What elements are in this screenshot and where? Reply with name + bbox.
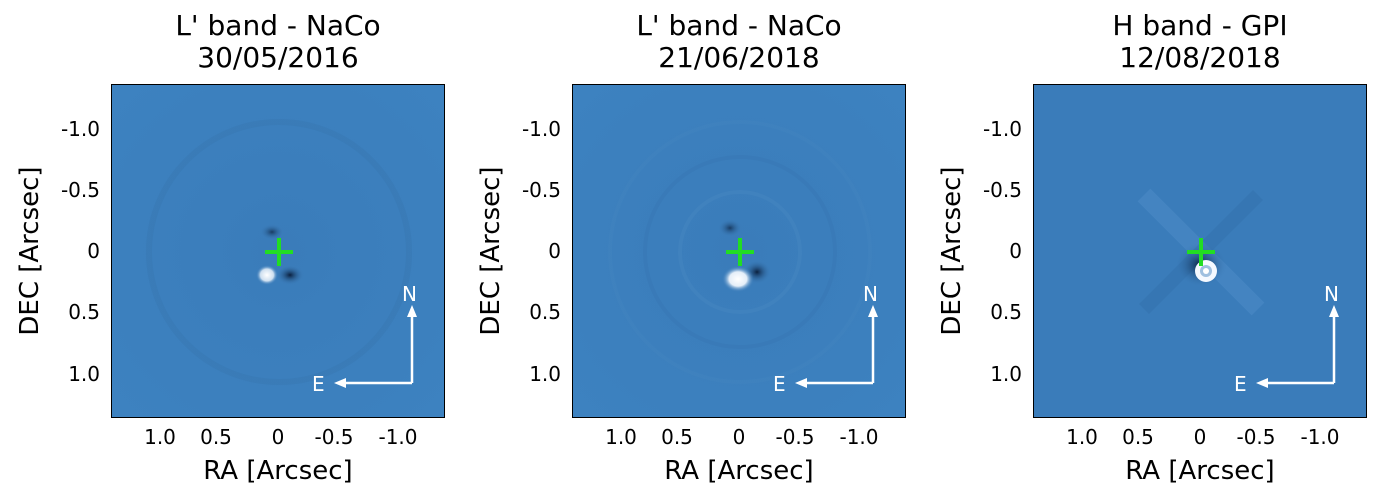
astro-image xyxy=(1034,85,1366,417)
y-tick: 1.0 xyxy=(68,362,100,386)
title-line-2: 12/08/2018 xyxy=(1119,41,1281,74)
x-tick: 0.5 xyxy=(661,425,693,449)
y-tick: -1.0 xyxy=(521,117,561,141)
x-tick: -0.5 xyxy=(775,425,815,449)
x-tick: -1.0 xyxy=(839,425,879,449)
y-tick: 0 xyxy=(1009,239,1022,263)
compass-north-label: N xyxy=(402,282,417,306)
y-tick: 1.0 xyxy=(529,362,561,386)
y-tick: -0.5 xyxy=(60,178,100,202)
star-marker-icon xyxy=(265,238,293,266)
astro-image xyxy=(112,85,444,417)
title-line-2: 30/05/2016 xyxy=(197,41,359,74)
x-tick: 1.0 xyxy=(605,425,637,449)
title-line-1: L' band - NaCo xyxy=(636,9,842,42)
companion-blob xyxy=(722,266,754,292)
x-tick: 1.0 xyxy=(144,425,176,449)
compass-east-label: E xyxy=(1234,372,1247,396)
y-tick: 0 xyxy=(548,239,561,263)
x-tick: 1.0 xyxy=(1066,425,1098,449)
title-line-1: L' band - NaCo xyxy=(175,9,381,42)
x-tick: 0 xyxy=(271,425,285,449)
x-tick: 0 xyxy=(732,425,746,449)
y-tick: 1.0 xyxy=(990,362,1022,386)
compass-east-label: E xyxy=(312,372,325,396)
x-tick: -1.0 xyxy=(378,425,418,449)
panel-title: H band - GPI 12/08/2018 xyxy=(1020,10,1376,74)
y-tick: -1.0 xyxy=(60,117,100,141)
y-tick: 0.5 xyxy=(990,300,1022,324)
panel-2: L' band - NaCo 21/06/2018 xyxy=(461,0,919,490)
astro-image xyxy=(573,85,905,417)
panel-title: L' band - NaCo 30/05/2016 xyxy=(98,10,458,74)
panel-title: L' band - NaCo 21/06/2018 xyxy=(559,10,919,74)
x-tick: -1.0 xyxy=(1300,425,1340,449)
x-tick: 0.5 xyxy=(1122,425,1154,449)
compass-east-label: E xyxy=(773,372,786,396)
star-marker-icon xyxy=(726,238,754,266)
x-tick: -0.5 xyxy=(1236,425,1276,449)
title-line-1: H band - GPI xyxy=(1112,9,1288,42)
y-tick: -0.5 xyxy=(982,178,1022,202)
compass xyxy=(334,305,417,388)
star-marker-icon xyxy=(1187,238,1215,266)
y-tick: 0.5 xyxy=(529,300,561,324)
x-tick: 0.5 xyxy=(200,425,232,449)
panel-3: H band - GPI 12/08/2018 xyxy=(922,0,1376,490)
title-line-2: 21/06/2018 xyxy=(658,41,820,74)
panel-1: L' band - NaCo 30/05/2016 xyxy=(0,0,458,490)
x-axis-title: RA [Arcsec] xyxy=(664,456,814,486)
image-frame xyxy=(111,84,445,418)
dark-lobe xyxy=(276,265,304,285)
image-frame xyxy=(1033,84,1367,418)
y-tick: 0.5 xyxy=(68,300,100,324)
y-tick: -0.5 xyxy=(521,178,561,202)
x-tick: 0 xyxy=(1193,425,1207,449)
compass xyxy=(1256,305,1339,388)
x-tick: -0.5 xyxy=(314,425,354,449)
companion-blob xyxy=(256,265,278,285)
x-axis-title: RA [Arcsec] xyxy=(1125,456,1275,486)
compass xyxy=(795,305,878,388)
image-frame xyxy=(572,84,906,418)
compass-north-label: N xyxy=(1324,282,1339,306)
y-tick: 0 xyxy=(87,239,100,263)
compass-north-label: N xyxy=(863,282,878,306)
y-tick: -1.0 xyxy=(982,117,1022,141)
x-axis-title: RA [Arcsec] xyxy=(203,456,353,486)
